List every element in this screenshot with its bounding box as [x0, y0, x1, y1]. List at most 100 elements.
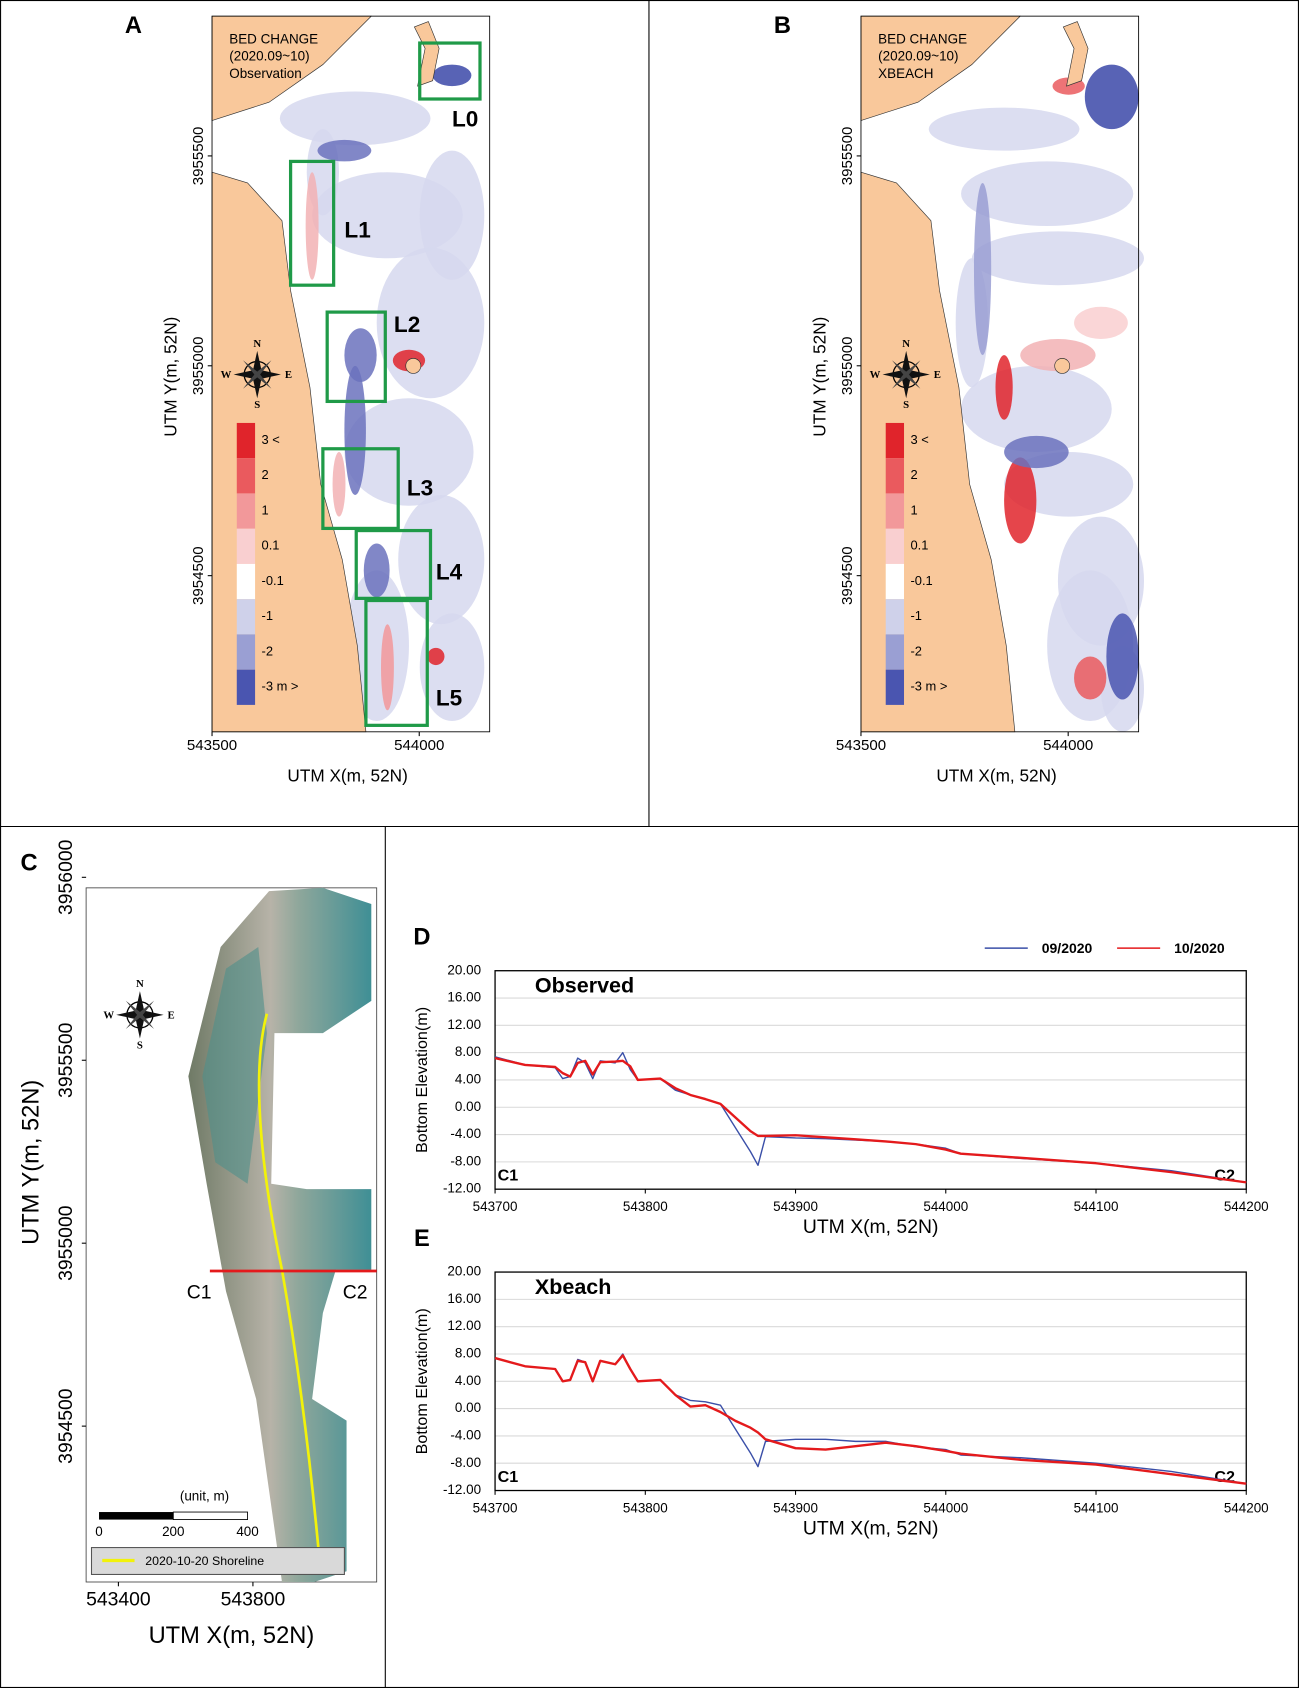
scalebar-title: (unit, m) — [180, 1489, 229, 1504]
compass-letter: W — [870, 369, 881, 381]
series-line — [494, 1056, 1247, 1184]
x-tick-label: 543500 — [836, 737, 886, 754]
section-label: C2 — [343, 1282, 368, 1304]
x-tick-label: 543400 — [86, 1588, 151, 1610]
sediment-change — [363, 543, 390, 598]
section-label: C1 — [498, 1468, 519, 1486]
x-tick-label: 544200 — [1224, 1500, 1269, 1515]
plot-frame — [494, 970, 1247, 1190]
x-axis-label: UTM X(m, 52N) — [149, 1623, 315, 1649]
map-caption: BED CHANGE — [229, 31, 318, 46]
colorbar-label: -1 — [910, 608, 921, 623]
y-tick-label: 0.00 — [455, 1099, 481, 1114]
panel-label: A — [125, 13, 142, 39]
y-tick-label: 3954500 — [839, 546, 856, 605]
colorbar-swatch — [236, 493, 256, 529]
x-tick-label: 544000 — [923, 1500, 968, 1515]
colorbar-swatch — [236, 528, 256, 564]
zone-label: L3 — [407, 476, 433, 501]
scalebar-dark — [99, 1512, 174, 1520]
colorbar-swatch — [885, 493, 905, 529]
colorbar-swatch — [885, 599, 905, 635]
colorbar-label: 0.1 — [262, 538, 280, 553]
colorbar-label: -3 m > — [262, 679, 299, 694]
sediment-change — [1084, 64, 1139, 130]
sediment-change — [419, 613, 485, 722]
y-tick-label: 3955500 — [839, 127, 856, 186]
compass — [233, 350, 281, 399]
section-label: C1 — [498, 1167, 519, 1185]
x-tick-label: 543800 — [623, 1500, 668, 1515]
compass-letter: N — [136, 978, 144, 990]
scalebar-label: 200 — [162, 1524, 184, 1539]
zone-box — [321, 447, 400, 531]
y-tick-label: 12.00 — [447, 1017, 481, 1032]
panel-label: B — [774, 13, 791, 39]
y-tick-label: 16.00 — [447, 990, 481, 1005]
sediment-change — [961, 161, 1134, 226]
section-label: C1 — [187, 1282, 212, 1304]
breakwater — [1062, 21, 1089, 87]
map-caption: Observation — [229, 66, 301, 81]
zone-label: L4 — [436, 560, 463, 585]
zone-box — [364, 598, 429, 727]
colorbar-swatch — [236, 422, 256, 459]
island — [1054, 358, 1071, 374]
y-tick-label: -8.00 — [450, 1153, 481, 1168]
x-tick-label: 543700 — [473, 1199, 518, 1214]
compass-star-diag — [125, 1000, 155, 1030]
colorbar-swatch — [236, 634, 256, 670]
y-tick-label: -4.00 — [450, 1126, 481, 1141]
y-axis-label: UTM Y(m, 52N) — [161, 317, 181, 437]
colorbar-swatch — [236, 669, 256, 705]
y-tick-label: 8.00 — [455, 1044, 481, 1059]
x-axis-label: UTM X(m, 52N) — [287, 766, 407, 786]
sediment-change — [419, 150, 485, 280]
chart-title: Xbeach — [535, 1275, 612, 1299]
x-tick-label: 544100 — [1074, 1199, 1119, 1214]
x-tick-label: 543800 — [623, 1199, 668, 1214]
colorbar-label: 3 < — [910, 432, 928, 447]
map-frame — [211, 15, 491, 733]
colorbar-swatch — [236, 563, 256, 600]
colorbar-label: -3 m > — [910, 679, 947, 694]
y-tick-label: 8.00 — [455, 1346, 481, 1361]
sediment-change — [1020, 338, 1096, 372]
x-axis-label: UTM X(m, 52N) — [803, 1517, 939, 1539]
y-tick-label: -12.00 — [443, 1482, 481, 1497]
zone-label: L0 — [452, 107, 478, 132]
sediment-change — [1074, 656, 1107, 700]
compass-letter: S — [254, 399, 260, 411]
sediment-change — [344, 398, 474, 506]
scalebar-light — [172, 1511, 248, 1521]
y-tick-label: 20.00 — [447, 1264, 481, 1279]
colorbar-label: 3 < — [262, 432, 280, 447]
y-tick-label: 3955500 — [190, 127, 207, 186]
sediment-change — [279, 91, 431, 146]
sediment-change — [995, 355, 1013, 420]
compass-letter: N — [253, 338, 261, 350]
compass-letter: E — [168, 1009, 175, 1021]
sediment-change — [380, 624, 394, 711]
y-tick-label: 3955000 — [190, 336, 207, 395]
sediment-change — [344, 365, 366, 496]
map-caption: (2020.09~10) — [229, 49, 309, 64]
x-tick-label: 543700 — [473, 1500, 518, 1515]
zone-label: L1 — [344, 217, 370, 242]
colorbar-swatch — [885, 458, 905, 494]
sediment-change — [398, 495, 485, 625]
sediment-change — [427, 647, 445, 666]
y-tick-label: 16.00 — [447, 1291, 481, 1306]
map-frame — [860, 15, 1140, 733]
y-tick-label: 3955500 — [55, 1022, 77, 1098]
x-tick-label: 544000 — [923, 1199, 968, 1214]
colorbar-label: -0.1 — [262, 573, 284, 588]
map-surface — [211, 15, 491, 733]
colorbar-label: 1 — [910, 502, 917, 517]
sediment-change — [1106, 613, 1139, 700]
sediment-change — [1074, 306, 1128, 339]
sediment-change — [1004, 435, 1069, 469]
